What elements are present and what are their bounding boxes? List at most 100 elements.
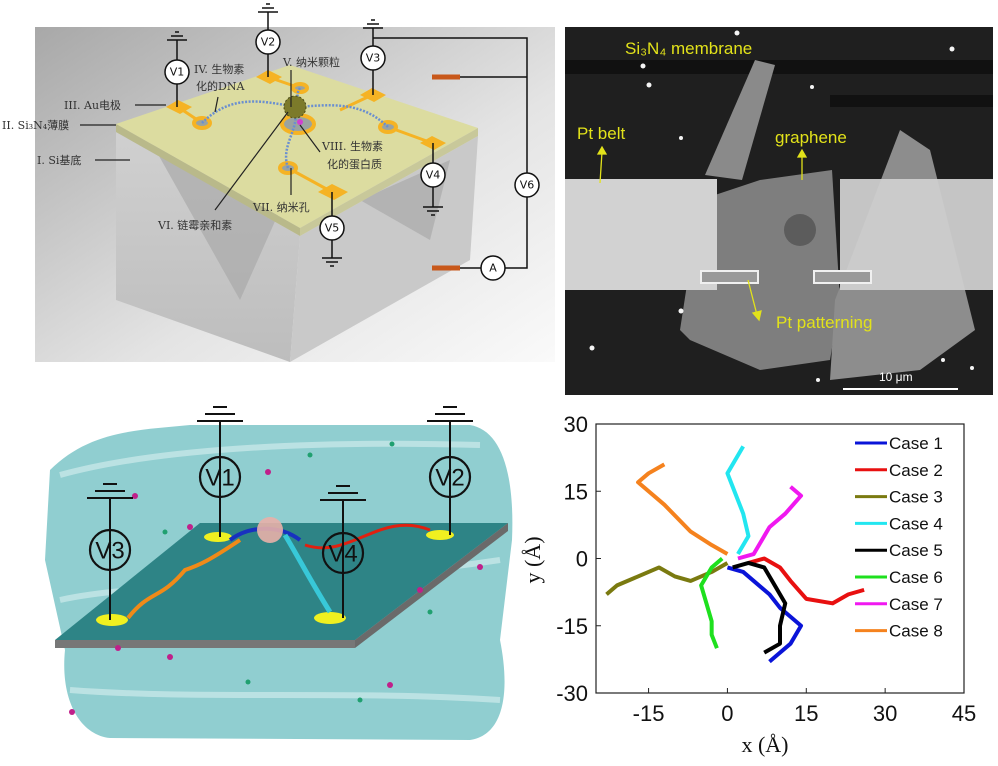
md-circuit-wires	[87, 406, 473, 620]
sem-particles	[589, 30, 974, 382]
x-tick-label: -15	[633, 701, 665, 726]
label-dna-line2: 化的DNA	[196, 79, 245, 93]
membrane-streak	[565, 60, 993, 74]
graphene-flake-strip	[705, 60, 775, 180]
ammeter: A	[480, 255, 506, 281]
trajectory-case-6	[699, 556, 724, 649]
y-tick-label: 30	[564, 412, 588, 437]
nanoparticle-icon	[283, 95, 307, 119]
md-simulation-panel: V1 V2 V3 V4	[45, 406, 513, 740]
voltmeter-label: V6	[520, 179, 535, 192]
legend-item: Case 3	[855, 488, 943, 507]
biotinylated-protein-icon	[297, 119, 303, 125]
x-tick-label: 0	[721, 701, 733, 726]
legend: Case 1 Case 2 Case 3 Case 4 Case 5 Case 6 Case…	[855, 434, 943, 641]
scale-bar-label: 10 μm	[879, 370, 913, 384]
label-streptavidin: VI. 链霉亲和素	[157, 218, 232, 232]
legend-item: Case 1	[855, 434, 943, 453]
y-tick-label: 0	[576, 547, 588, 572]
label-si3n4-membrane: II. Si₃N₄薄膜	[2, 118, 69, 132]
voltmeter-label: V2	[435, 465, 464, 492]
voltmeter-label: V1	[205, 465, 234, 492]
x-tick-label: 30	[873, 701, 897, 726]
pt-pattern-left	[700, 270, 759, 284]
graphene-sheet-edge	[55, 640, 355, 648]
legend-item: Case 5	[855, 541, 943, 560]
label-si3n4-membrane-sem: Si₃N₄ membrane	[625, 39, 752, 58]
y-tick-label: -15	[556, 614, 588, 639]
dna-strand-cyan	[282, 533, 333, 614]
legend-label: Case 1	[889, 434, 943, 453]
si-substrate-left-face	[116, 132, 300, 362]
pt-pattern-right	[813, 270, 872, 284]
membrane-streak	[830, 95, 993, 107]
graphene-hole	[784, 214, 816, 246]
external-electrodes	[432, 74, 460, 271]
gold-electrode-clusters	[96, 530, 454, 626]
y-tick-label: 15	[564, 479, 588, 504]
label-pt-patterning: Pt patterning	[776, 313, 872, 332]
label-pt-belt: Pt belt	[577, 124, 625, 143]
tick-layer: -15 0 15 30 45 30 15 0 -15 -30	[556, 412, 976, 726]
trajectory-chart: -15 0 15 30 45 30 15 0 -15 -30 Case 1 Case 2 Case 3…	[520, 412, 976, 757]
voltmeter-v5: V5	[319, 215, 345, 241]
voltmeter-label: V1	[170, 66, 185, 79]
legend-label: Case 7	[889, 595, 943, 614]
voltmeter-label: V3	[366, 52, 381, 65]
graphene-sheet-edge-right	[355, 523, 508, 648]
legend-item: Case 6	[855, 568, 943, 587]
y-axis-label: y (Å)	[520, 536, 545, 583]
ground-symbols	[167, 3, 443, 267]
legend-label: Case 5	[889, 541, 943, 560]
trajectory-case-2	[747, 556, 865, 606]
voltmeter-label: V4	[328, 541, 357, 568]
voltmeter-label: V2	[261, 36, 276, 49]
md-voltmeter-v2: V2	[428, 455, 472, 499]
legend-label: Case 4	[889, 514, 943, 533]
voltmeter-v1: V1	[164, 59, 190, 85]
x-axis-label: x (Å)	[741, 732, 788, 757]
trajectory-case-7	[737, 485, 804, 561]
pt-belt-left	[565, 179, 717, 290]
trajectory-case-4	[725, 445, 751, 556]
ammeter-label: A	[489, 262, 497, 275]
md-voltmeter-v4: V4	[321, 531, 365, 575]
trajectory-case-8	[636, 462, 729, 556]
sem-image-panel: Si₃N₄ membrane Pt belt graphene Pt patte…	[565, 27, 993, 395]
pyramid-pit	[150, 140, 280, 300]
legend-label: Case 2	[889, 461, 943, 480]
legend-item: Case 7	[855, 595, 943, 614]
voltmeter-v2: V2	[255, 29, 281, 55]
voltmeter-v3: V3	[360, 45, 386, 71]
series-layer	[605, 445, 865, 664]
label-nanoparticle: V. 纳米颗粒	[282, 55, 340, 69]
si3n4-membrane	[116, 65, 478, 228]
x-tick-label: 45	[952, 701, 976, 726]
md-voltmeter-v3: V3	[88, 528, 132, 572]
md-voltmeter-v1: V1	[198, 455, 242, 499]
label-au-electrode: III. Au电极	[64, 98, 121, 112]
legend-item: Case 2	[855, 461, 943, 480]
voltmeter-label: V4	[426, 169, 441, 182]
label-si-substrate: I. Si基底	[37, 153, 81, 167]
label-graphene: graphene	[775, 128, 847, 147]
label-protein-line1: VIII. 生物素	[321, 139, 383, 153]
voltmeter-label: V5	[325, 222, 340, 235]
voltmeter-v4: V4	[420, 162, 446, 188]
y-tick-label: -30	[556, 681, 588, 706]
voltmeter-label: V3	[95, 538, 124, 565]
nanoparticle-sphere	[257, 517, 283, 543]
label-dna-line1: IV. 生物素	[194, 62, 244, 76]
legend-label: Case 3	[889, 488, 943, 507]
legend-label: Case 8	[889, 622, 943, 641]
membrane-edge	[116, 124, 300, 236]
label-protein-line2: 化的蛋白质	[327, 157, 382, 171]
legend-label: Case 6	[889, 568, 943, 587]
trajectory-case-1	[726, 565, 804, 664]
voltmeter-v6: V6	[514, 172, 540, 198]
label-nanopore: VII. 纳米孔	[252, 201, 310, 214]
dna-strand-orange	[126, 538, 242, 620]
label-leader-lines	[80, 70, 321, 211]
annotation-arrows	[596, 145, 808, 322]
